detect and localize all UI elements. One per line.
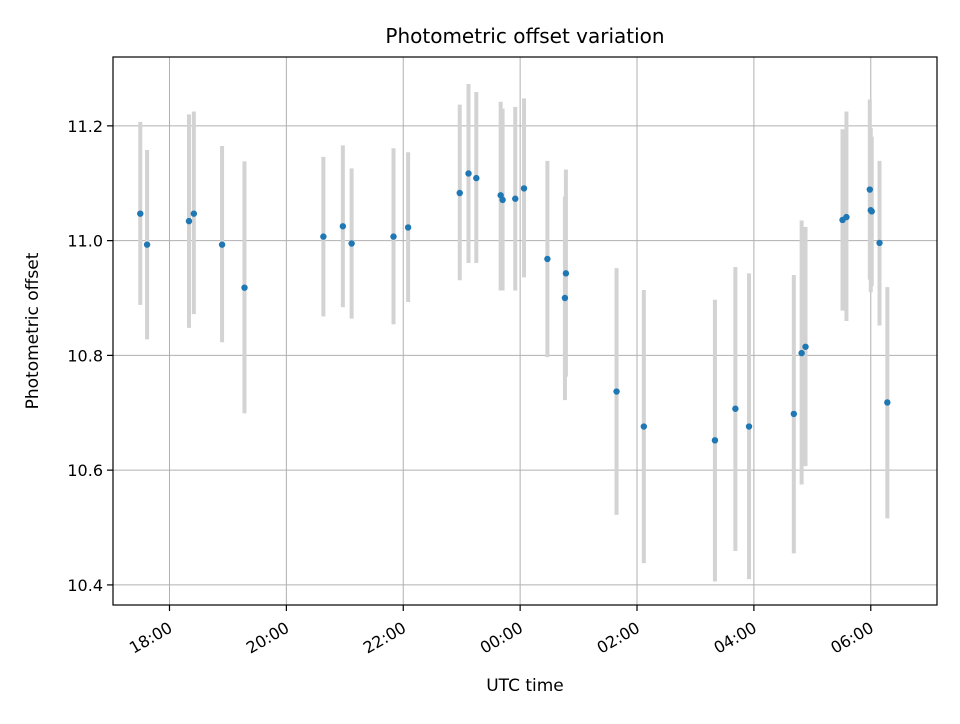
data-point [562,270,570,277]
data-point [798,349,805,357]
data-point [512,195,519,202]
data-point [868,208,875,215]
y-tick-label: 11.2 [67,117,103,136]
y-tick-label: 10.8 [67,346,103,365]
data-point [465,170,472,177]
data-point [137,210,144,217]
y-tick-label: 11.0 [67,232,103,251]
data-point [404,224,412,231]
data-point [732,405,739,412]
data-point [190,210,198,217]
data-point [348,240,355,247]
data-point [456,189,463,197]
data-point [218,241,226,248]
data-point [473,174,480,182]
data-point [561,294,569,302]
y-tick-labels: 10.4 10.6 10.8 11.0 11.2 [67,117,103,595]
data-point [640,423,648,430]
data-point [320,233,327,240]
data-point [790,410,798,418]
data-point [544,255,551,263]
plot-frame [112,56,938,606]
data-point [745,423,753,430]
y-axis-label: Photometric offset [23,252,43,409]
axis-ticks [107,125,872,611]
chart-title: Photometric offset variation [385,24,664,48]
data-point [876,239,883,247]
data-point [802,343,809,350]
y-tick-label: 10.4 [67,576,103,595]
data-point [843,213,850,221]
data-point [866,186,873,193]
data-point [241,284,248,291]
data-point [520,185,528,192]
data-point [613,388,620,395]
data-point [884,399,891,406]
x-axis-label: UTC time [486,676,564,696]
data-points [137,170,891,444]
data-point [339,223,347,230]
data-point [143,241,151,248]
data-point [390,233,397,240]
data-point [499,196,506,204]
data-point [711,437,719,444]
data-point [185,217,193,225]
y-tick-label: 10.6 [67,461,103,480]
